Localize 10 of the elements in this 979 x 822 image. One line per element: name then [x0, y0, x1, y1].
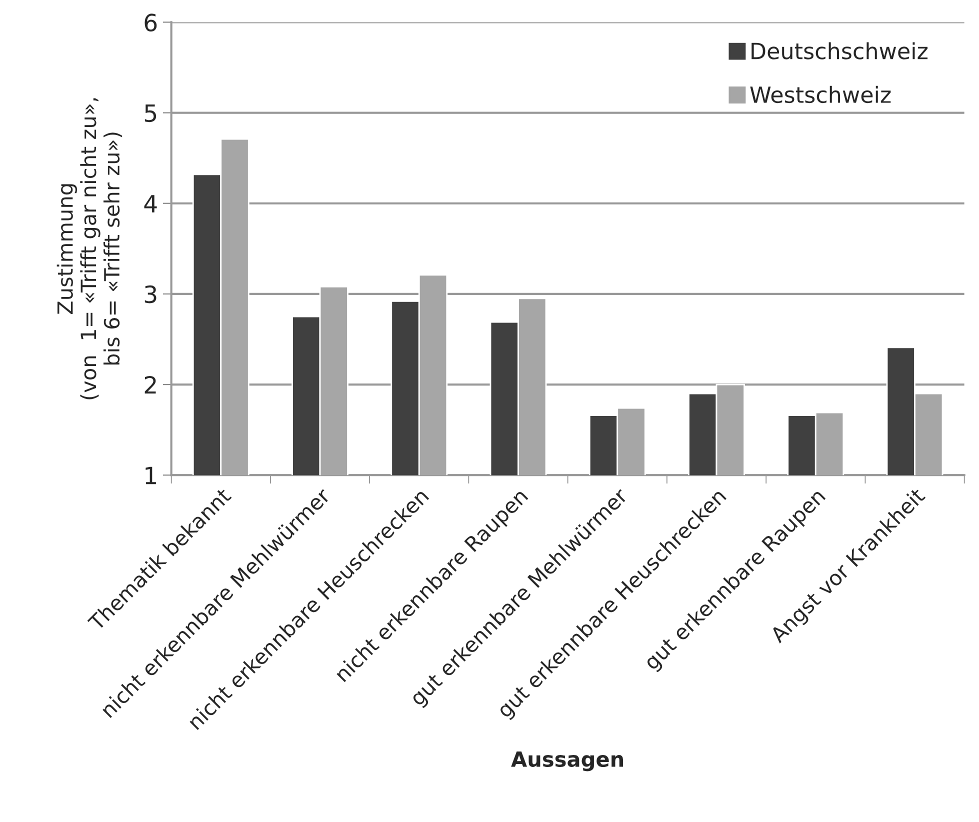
y-tick-label: 4: [144, 195, 157, 212]
legend-label: Westschweiz: [750, 86, 891, 104]
y-tick-label: 5: [144, 104, 156, 122]
y-tick-label: 2: [144, 376, 156, 394]
y-tick-label: 1: [146, 466, 156, 484]
y-tick-label: 6: [144, 14, 157, 32]
legend-label: Deutschschweiz: [752, 42, 928, 60]
y-tick-label: 3: [144, 285, 156, 304]
x-axis-title: Aussagen: [511, 752, 624, 772]
y-axis-title: Zustimmung (von 1= «Trifft gar nicht zu», bis 6= «Trifft sehr zu»): [56, 98, 122, 400]
